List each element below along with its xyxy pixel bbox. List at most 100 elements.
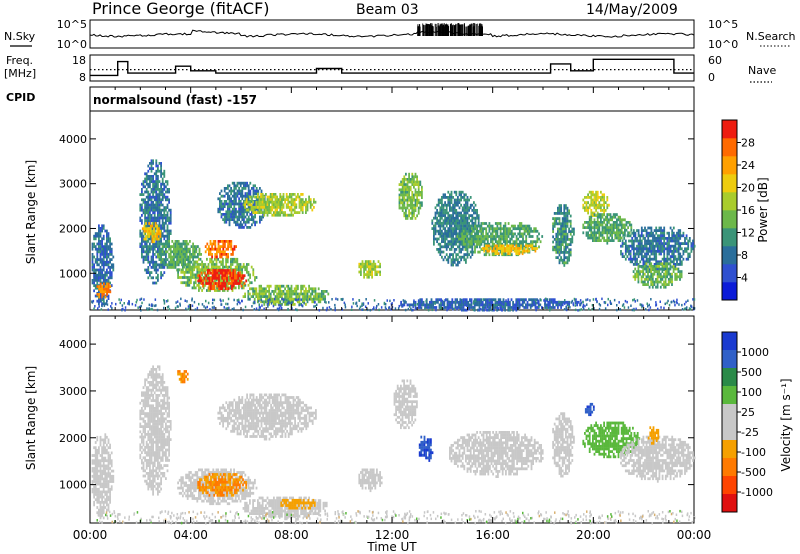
heatmap-cell [636,263,638,266]
heatmap-cell [612,213,615,216]
heatmap-cell [149,242,151,246]
heatmap-cell [437,211,440,215]
heatmap-cell [497,247,500,250]
heatmap-cell [218,284,220,288]
heatmap-cell [459,300,462,304]
heatmap-cell [152,162,154,165]
heatmap-cell [552,222,554,226]
heatmap-cell [252,292,254,296]
heatmap-cell [486,224,489,228]
heatmap-cell [168,255,170,259]
heatmap-cell [177,242,180,246]
heatmap-cell [601,196,604,199]
heatmap-cell [600,213,602,216]
heatmap-cell [153,247,156,251]
heatmap-cell [655,255,658,258]
heatmap-cell [150,175,153,178]
heatmap-cell [268,303,270,306]
heatmap-cell [513,306,516,309]
heatmap-cell [317,287,320,291]
heatmap-cell [468,227,470,230]
heatmap-cell [553,306,556,309]
heatmap-cell [436,229,438,233]
heatmap-cell [220,202,223,206]
heatmap-cell [616,226,618,229]
heatmap-cell [233,215,236,219]
heatmap-cell [161,245,164,248]
heatmap-cell [242,263,245,266]
heatmap-cell [157,240,159,243]
heatmap-cell [593,203,596,207]
heatmap-cell [193,281,195,285]
heatmap-cell [188,265,191,269]
heatmap-cell [190,281,192,285]
heatmap-cell [531,247,534,250]
heatmap-cell [628,250,630,253]
heatmap-cell [237,274,240,278]
heatmap-cell [371,268,373,271]
heatmap-cell [444,216,446,220]
heatmap-cell [243,274,246,278]
heatmap-cell [230,276,233,280]
heatmap-cell [568,300,570,304]
heatmap-cell [469,240,472,244]
heatmap-cell [96,299,99,303]
heatmap-cell [452,261,454,264]
heatmap-cell [403,175,406,179]
heatmap-cell [449,227,451,230]
heatmap-cell [485,306,487,309]
heatmap-cell [413,214,415,218]
heatmap-cell [144,255,146,259]
heatmap-cell [165,247,167,251]
heatmap-cell [461,255,464,259]
heatmap-cell [149,180,151,183]
heatmap-cell [409,217,412,220]
heatmap-cell [590,236,593,240]
heatmap-cell [569,251,572,254]
heatmap-cell [621,239,624,243]
heatmap-cell [498,242,500,246]
heatmap-cell [99,294,102,298]
heatmap-cell [419,201,422,205]
heatmap-cell [223,215,226,219]
heatmap-cell [490,232,492,236]
heatmap-cell [431,227,434,230]
heatmap-cell [249,287,251,291]
heatmap-cell [488,227,491,231]
heatmap-cell [93,276,95,280]
heatmap-cell [518,242,521,246]
heatmap-cell [198,283,200,287]
heatmap-cell [568,219,570,223]
heatmap-cell [450,261,453,264]
heatmap-cell [102,245,105,248]
heatmap-cell [185,240,188,243]
heatmap-cell [149,167,151,170]
heatmap-cell [608,221,610,224]
heatmap-cell [233,184,236,188]
heatmap-cell [558,238,561,241]
heatmap-cell [470,235,473,238]
heatmap-cell [460,190,462,194]
heatmap-cell [536,235,539,238]
heatmap-cell [243,226,245,229]
heatmap-cell [244,187,247,190]
heatmap-cell [459,237,462,241]
heatmap-cell [147,247,150,251]
heatmap-cell [491,249,494,253]
heatmap-cell [249,281,251,285]
heatmap-cell [147,203,150,207]
heatmap-cell [149,247,151,251]
heatmap-cell [441,240,443,243]
heatmap-cell [166,240,169,243]
heatmap-cell [523,240,526,244]
heatmap-cell [531,300,534,304]
heatmap-cell [531,240,534,244]
heatmap-cell [155,162,158,165]
heatmap-cell [217,247,220,251]
heatmap-cell [483,240,486,244]
heatmap-cell [587,221,589,224]
heatmap-cell [447,258,450,262]
heatmap-cell [271,200,274,204]
heatmap-cell [98,279,100,282]
heatmap-cell [442,196,445,199]
